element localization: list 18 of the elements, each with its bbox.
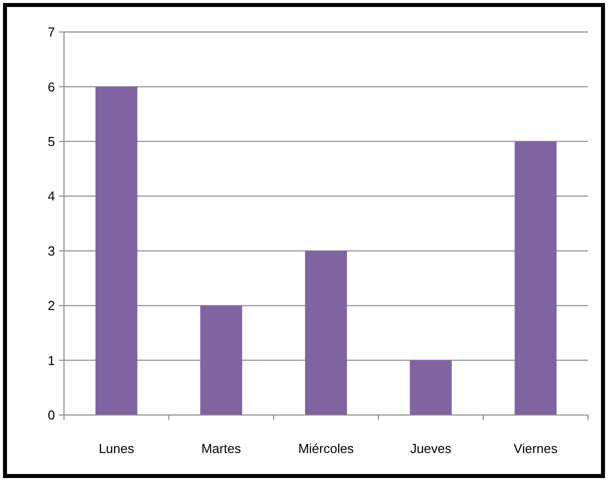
y-tick-label: 3	[48, 243, 55, 258]
bar	[305, 250, 347, 415]
x-tick-label: Martes	[201, 441, 242, 456]
x-tick-label: Lunes	[98, 441, 135, 456]
bar	[514, 141, 557, 415]
x-tick-label: Jueves	[410, 441, 452, 456]
y-tick-label: 0	[48, 408, 55, 423]
bar	[410, 360, 452, 415]
y-tick-label: 7	[48, 24, 55, 40]
x-tick-label: Viernes	[514, 441, 558, 456]
y-tick-label: 4	[48, 188, 55, 204]
x-tick-label: Miércoles	[298, 441, 354, 456]
y-tick-label: 2	[48, 298, 55, 314]
bar	[95, 86, 138, 415]
bar	[200, 306, 242, 415]
y-tick-label: 1	[48, 352, 55, 368]
y-tick-label: 5	[48, 134, 55, 149]
y-tick-label: 6	[48, 79, 55, 94]
